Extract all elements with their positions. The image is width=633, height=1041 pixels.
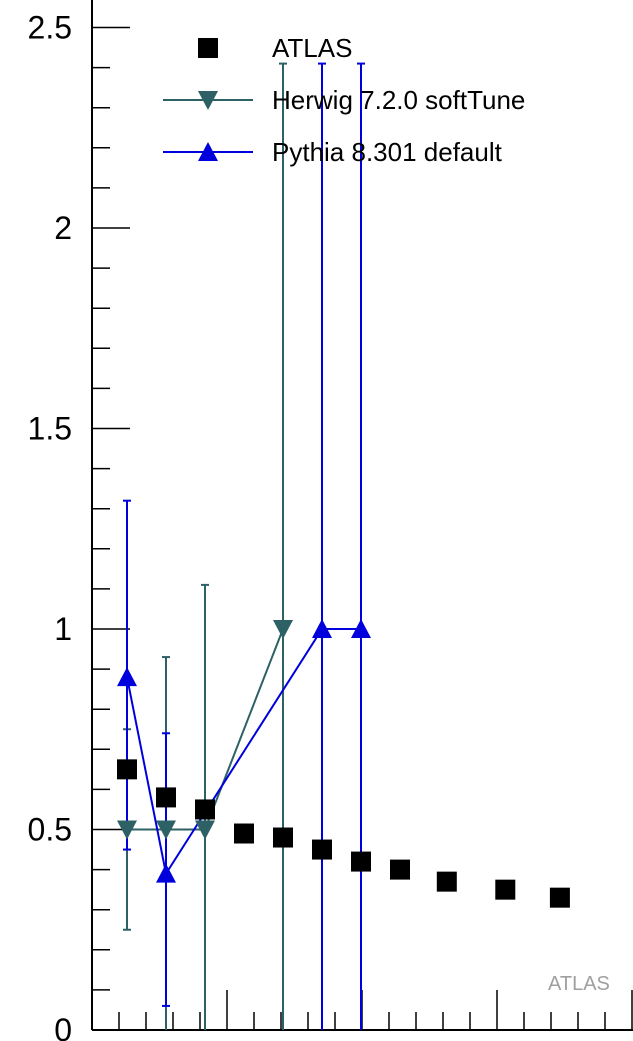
series-line [126, 628, 361, 877]
data-point [351, 619, 371, 638]
data-point [117, 759, 137, 780]
y-tick-label: 2.5 [28, 10, 72, 46]
markers-triangle-down [117, 620, 293, 840]
data-point [117, 667, 137, 687]
data-point [195, 820, 215, 840]
data-point [117, 820, 137, 840]
data-point [495, 879, 516, 900]
data-point [156, 820, 176, 840]
atlas-watermark: ATLAS [548, 973, 610, 995]
data-point [312, 839, 332, 860]
legend-marker [198, 91, 218, 110]
data-point [312, 619, 332, 638]
y-tick-label: 1 [54, 611, 72, 647]
data-point [156, 863, 176, 883]
y-tick-label: 1.5 [28, 411, 72, 447]
data-point [351, 851, 371, 872]
data-point [390, 859, 410, 880]
legend-label: ATLAS [272, 33, 352, 63]
y-tick-label: 0.5 [28, 812, 72, 848]
markers-triangle-up [117, 619, 371, 883]
legend-marker [198, 142, 218, 161]
data-point [273, 827, 293, 848]
series-layer [117, 62, 570, 1030]
axes: 0 0.5 1 1.5 2 2.5 [28, 0, 633, 1041]
legend: ATLAS Herwig 7.2.0 softTune Pythia 8.301 d… [163, 33, 525, 167]
data-point [156, 787, 176, 808]
legend-label: Herwig 7.2.0 softTune [272, 85, 525, 115]
legend-label: Pythia 8.301 default [272, 137, 503, 167]
y-tick-label: 0 [54, 1012, 72, 1041]
data-point [195, 799, 215, 820]
data-point [273, 620, 293, 639]
markers-square [117, 759, 570, 908]
data-point [549, 887, 570, 908]
series-triangle-down [123, 62, 287, 1030]
series-triangle-up [123, 62, 365, 1030]
y-tick-label: 2 [54, 210, 72, 246]
data-point [234, 823, 254, 844]
series-line [127, 628, 284, 831]
legend-marker [198, 38, 218, 58]
data-point [436, 871, 457, 892]
